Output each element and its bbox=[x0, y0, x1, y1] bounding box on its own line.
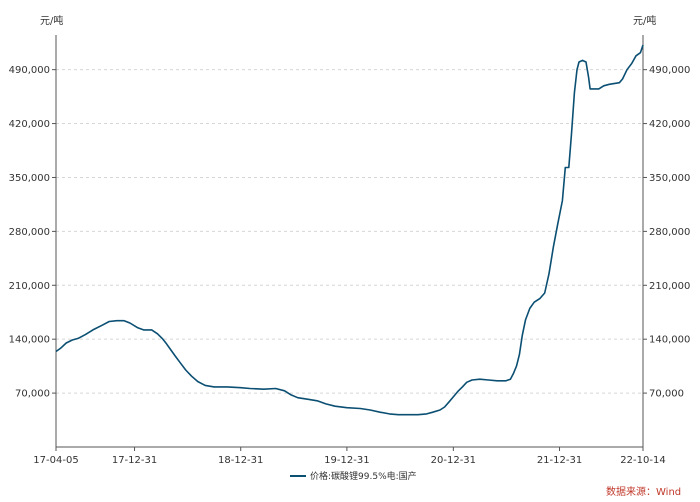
x-tick-label: 17-12-31 bbox=[112, 455, 157, 466]
y-unit-left: 元/吨 bbox=[40, 14, 63, 27]
y-tick-label-left: 140,000 bbox=[9, 335, 50, 346]
legend: 价格:碳酸锂99.5%电:国产 bbox=[290, 469, 417, 482]
y-tick-label-left: 350,000 bbox=[9, 173, 50, 184]
y-tick-label-left: 210,000 bbox=[9, 281, 50, 292]
y-tick-label-left: 490,000 bbox=[9, 65, 50, 76]
x-tick-label: 18-12-31 bbox=[218, 455, 263, 466]
y-tick-label-right: 280,000 bbox=[649, 227, 690, 238]
y-unit-right: 元/吨 bbox=[633, 14, 656, 27]
y-tick-label-left: 420,000 bbox=[9, 119, 50, 130]
x-tick-label: 20-12-31 bbox=[431, 455, 476, 466]
y-tick-label-right: 490,000 bbox=[649, 65, 690, 76]
series-line bbox=[55, 44, 644, 416]
legend-swatch bbox=[290, 474, 306, 477]
x-tick-label: 22-10-14 bbox=[620, 455, 665, 466]
source-note: 数据来源：Wind bbox=[606, 487, 682, 498]
y-tick-label-right: 210,000 bbox=[649, 281, 690, 292]
x-tick-label: 21-12-31 bbox=[537, 455, 582, 466]
legend-label: 价格:碳酸锂99.5%电:国产 bbox=[310, 472, 417, 482]
y-tick-label-left: 70,000 bbox=[15, 389, 50, 400]
y-tick-label-right: 140,000 bbox=[649, 335, 690, 346]
y-tick-label-right: 350,000 bbox=[649, 173, 690, 184]
x-tick-label: 19-12-31 bbox=[324, 455, 369, 466]
y-tick-label-right: 420,000 bbox=[649, 119, 690, 130]
x-tick-label: 17-04-05 bbox=[33, 455, 78, 466]
y-tick-label-right: 70,000 bbox=[649, 389, 684, 400]
y-tick-label-left: 280,000 bbox=[9, 227, 50, 238]
